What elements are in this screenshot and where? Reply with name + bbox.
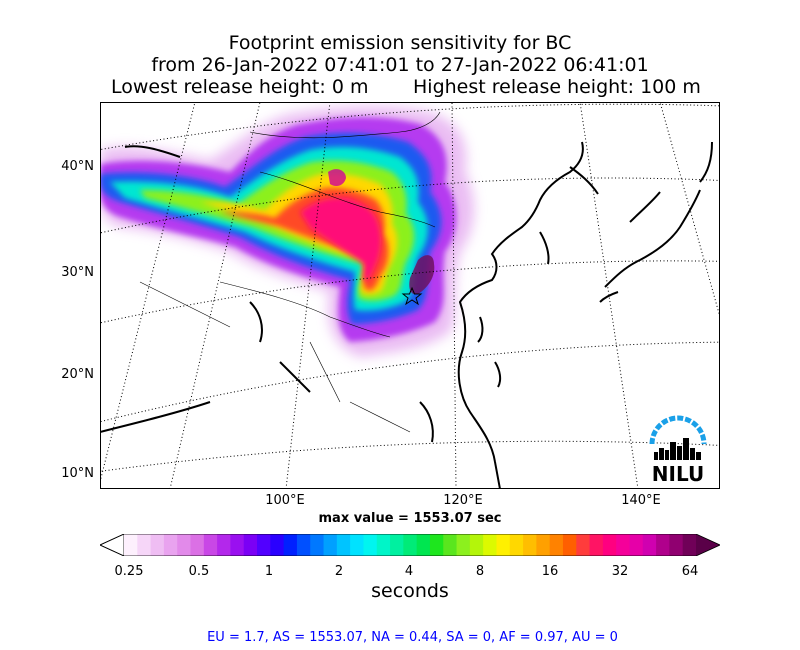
coastlines [100, 141, 713, 489]
colorbar-over-extension [696, 534, 720, 556]
footprint-plume [100, 106, 475, 357]
colorbar-segment [456, 534, 471, 556]
region-totals: EU = 1.7, AS = 1553.07, NA = 0.44, SA = … [207, 630, 618, 645]
lat-label-20: 20°N [61, 367, 94, 382]
lat-label-40: 40°N [61, 159, 94, 174]
nilu-logo: NILU [649, 415, 707, 484]
colorbar-segment [163, 534, 178, 556]
country-borders [139, 111, 441, 433]
footprint-map [100, 102, 720, 489]
colorbar-segment [217, 534, 231, 556]
colorbar-segment [669, 534, 684, 556]
lon-label-120: 120°E [443, 493, 483, 508]
lon-label-100: 100°E [265, 493, 305, 508]
colorbar-segment [203, 534, 218, 556]
colorbar-segment [403, 534, 418, 556]
colorbar-segment [576, 534, 591, 556]
colorbar-segment [390, 534, 404, 556]
colorbar-tick: 16 [541, 564, 559, 579]
colorbar-segment [350, 534, 364, 556]
colorbar-segment [283, 534, 298, 556]
colorbar-segment [429, 534, 444, 556]
colorbar-segment [310, 534, 325, 556]
colorbar-segment [137, 534, 152, 556]
max-value-label: max value = 1553.07 sec [318, 511, 502, 526]
title-line-1: Footprint emission sensitivity for BC [228, 32, 572, 54]
colorbar-segment [150, 534, 165, 556]
colorbar-segment [682, 534, 697, 556]
colorbar-segment [443, 534, 458, 556]
colorbar-segment [190, 534, 205, 556]
graticule [100, 102, 720, 489]
highest-release-height: Highest release height: 100 m [413, 76, 701, 98]
colorbar-segment [562, 534, 577, 556]
colorbar-tick: 1 [264, 564, 274, 579]
colorbar-tick: 0.25 [114, 564, 144, 579]
colorbar-under-extension [100, 534, 125, 556]
colorbar-segment [257, 534, 271, 556]
colorbar-segment [177, 534, 192, 556]
colorbar-segment [483, 534, 497, 556]
colorbar-segment [296, 534, 311, 556]
colorbar-segment [469, 534, 484, 556]
colorbar [100, 534, 720, 556]
colorbar-segment [642, 534, 657, 556]
colorbar-segment [629, 534, 644, 556]
svg-text:NILU: NILU [652, 462, 704, 484]
colorbar-segment [523, 534, 537, 556]
colorbar-tick: 0.5 [188, 564, 210, 579]
colorbar-segment [230, 534, 245, 556]
title-line-2: from 26-Jan-2022 07:41:01 to 27-Jan-2022… [151, 54, 649, 76]
colorbar-tick: 32 [611, 564, 629, 579]
colorbar-tick: 64 [681, 564, 699, 579]
colorbar-segment [363, 534, 378, 556]
colorbar-segment [416, 534, 431, 556]
colorbar-tick: 4 [404, 564, 414, 579]
colorbar-units: seconds [371, 580, 449, 602]
colorbar-segment [336, 534, 351, 556]
colorbar-segment [536, 534, 551, 556]
lat-label-30: 30°N [61, 265, 94, 280]
colorbar-segment [124, 534, 138, 556]
colorbar-segment [509, 534, 524, 556]
colorbar-segment [589, 534, 604, 556]
colorbar-segment [656, 534, 670, 556]
colorbar-segment [616, 534, 630, 556]
lowest-release-height: Lowest release height: 0 m [111, 76, 369, 98]
colorbar-segment [270, 534, 285, 556]
colorbar-segment [323, 534, 338, 556]
release-location-star [401, 286, 423, 306]
colorbar-tick: 2 [334, 564, 344, 579]
lon-label-140: 140°E [621, 493, 661, 508]
colorbar-segment [496, 534, 511, 556]
colorbar-segment [602, 534, 617, 556]
colorbar-segment [549, 534, 564, 556]
colorbar-tick: 8 [475, 564, 485, 579]
lat-label-10: 10°N [61, 466, 94, 481]
colorbar-segment [376, 534, 391, 556]
colorbar-segment [243, 534, 258, 556]
